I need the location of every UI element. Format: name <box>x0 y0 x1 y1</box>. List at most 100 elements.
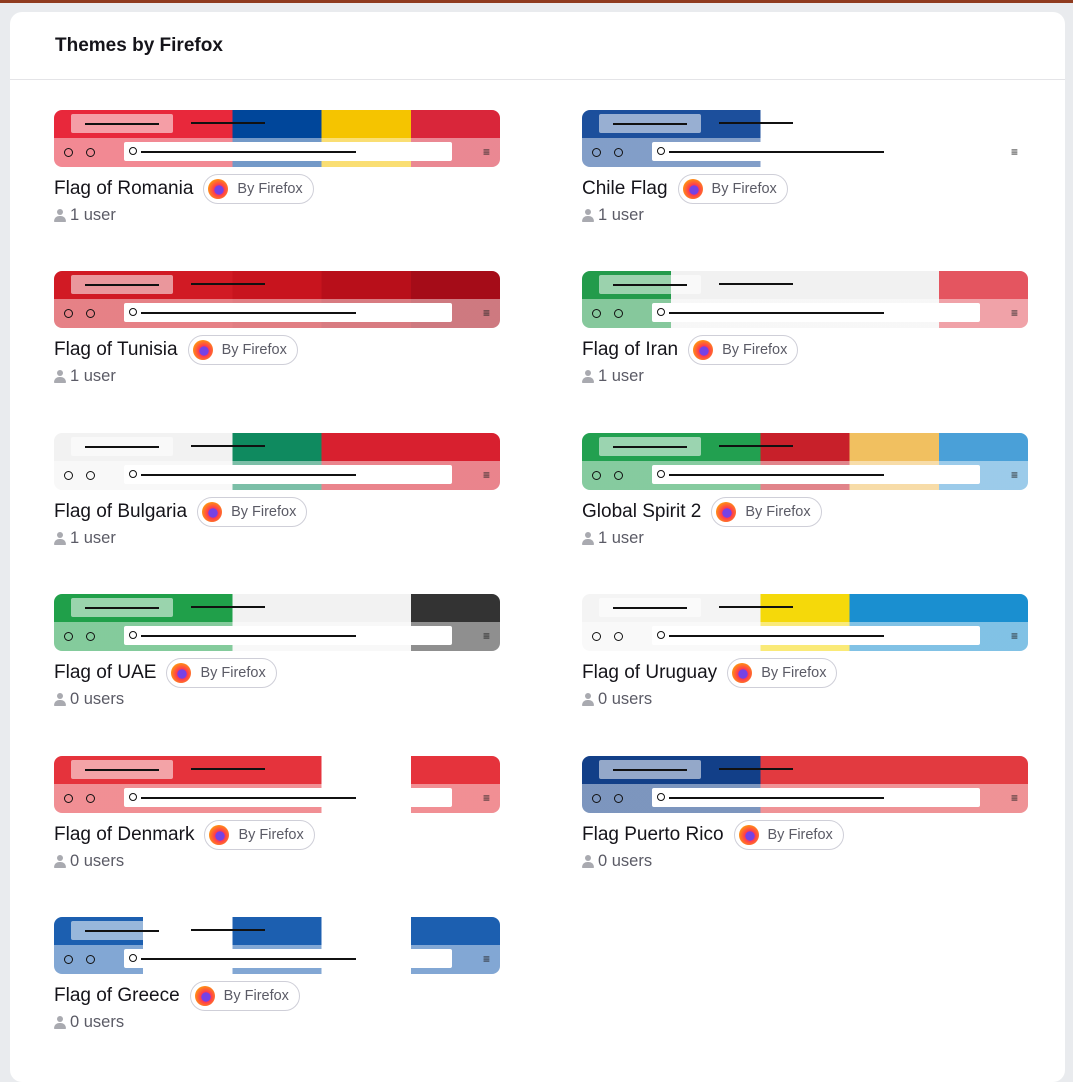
by-firefox-badge: By Firefox <box>727 658 838 689</box>
hamburger-menu-icon: ≡ <box>482 629 490 644</box>
theme-name[interactable]: Flag of Greece <box>54 985 180 1006</box>
user-icon <box>582 693 594 707</box>
preview-url-bar <box>652 303 980 323</box>
hamburger-menu-icon: ≡ <box>482 790 490 805</box>
preview-tab-line <box>719 606 793 609</box>
preview-tab-line <box>191 767 265 770</box>
theme-preview[interactable]: ≡ <box>54 271 500 329</box>
user-icon <box>54 693 66 707</box>
theme-name[interactable]: Flag of UAE <box>54 662 157 684</box>
preview-tab <box>71 759 173 779</box>
badge-label: By Firefox <box>767 826 833 843</box>
preview-tab <box>71 436 173 456</box>
back-circle-icon <box>592 148 601 157</box>
theme-preview[interactable]: ≡ <box>582 594 1028 652</box>
user-count-text: 1 user <box>598 367 644 386</box>
theme-item[interactable]: ≡ Chile Flag By Firefox 1 user <box>582 110 1028 225</box>
theme-preview[interactable]: ≡ <box>54 917 500 974</box>
theme-preview[interactable]: ≡ <box>582 755 1028 813</box>
by-firefox-badge: By Firefox <box>203 174 314 204</box>
hamburger-menu-icon: ≡ <box>1010 145 1018 159</box>
by-firefox-badge: By Firefox <box>197 496 308 527</box>
forward-circle-icon <box>614 148 623 157</box>
theme-preview[interactable]: ≡ <box>54 432 500 490</box>
firefox-logo-icon <box>682 179 703 199</box>
theme-preview[interactable]: ≡ <box>54 594 500 652</box>
user-icon <box>54 854 66 868</box>
preview-url-bar <box>124 303 452 323</box>
preview-tab <box>599 114 701 133</box>
theme-name[interactable]: Flag of Bulgaria <box>54 500 188 522</box>
preview-tab <box>599 436 701 456</box>
user-icon <box>582 209 594 222</box>
preview-tab <box>71 921 173 940</box>
forward-circle-icon <box>86 148 95 157</box>
preview-tab-line <box>719 122 793 124</box>
theme-item[interactable]: ≡ Flag Puerto Rico By Firefox 0 users <box>582 755 1028 871</box>
hamburger-menu-icon: ≡ <box>1010 629 1018 644</box>
hamburger-menu-icon: ≡ <box>482 145 490 159</box>
badge-label: By Firefox <box>200 665 266 682</box>
badge-label: By Firefox <box>711 181 777 197</box>
theme-name[interactable]: Flag of Iran <box>582 339 679 361</box>
theme-item[interactable]: ≡ Flag of Uruguay By Firefox 0 users <box>582 594 1028 709</box>
back-circle-icon <box>592 632 601 642</box>
user-count: 1 user <box>582 206 1028 225</box>
user-count-text: 1 user <box>598 206 644 224</box>
firefox-logo-icon <box>716 501 737 522</box>
theme-item[interactable]: ≡ Flag of Tunisia By Firefox 1 user <box>54 271 500 386</box>
theme-preview[interactable]: ≡ <box>54 755 500 813</box>
user-icon <box>54 531 66 545</box>
theme-preview[interactable]: ≡ <box>582 110 1028 167</box>
theme-name[interactable]: Flag of Romania <box>54 178 194 199</box>
hamburger-menu-icon: ≡ <box>482 306 490 321</box>
badge-label: By Firefox <box>223 988 289 1004</box>
preview-tab-line <box>191 122 265 124</box>
theme-item[interactable]: ≡ Flag of Denmark By Firefox 0 users <box>54 755 500 871</box>
user-icon <box>582 370 594 384</box>
theme-name[interactable]: Flag of Tunisia <box>54 339 178 361</box>
preview-url-bar <box>124 787 452 807</box>
back-circle-icon <box>64 470 73 480</box>
back-circle-icon <box>592 470 601 480</box>
user-count: 1 user <box>54 529 500 548</box>
firefox-logo-icon <box>194 986 215 1006</box>
preview-tab-line <box>191 929 265 931</box>
forward-circle-icon <box>86 632 95 642</box>
theme-item[interactable]: ≡ Global Spirit 2 By Firefox 1 user <box>582 432 1028 548</box>
forward-circle-icon <box>614 793 623 803</box>
preview-url-bar <box>652 626 980 646</box>
user-count-text: 0 users <box>598 851 653 870</box>
theme-name[interactable]: Flag of Denmark <box>54 823 195 845</box>
theme-item[interactable]: ≡ Flag of Romania By Firefox 1 user <box>54 110 500 225</box>
theme-name[interactable]: Flag of Uruguay <box>582 662 718 684</box>
user-count: 1 user <box>582 367 1028 386</box>
theme-item[interactable]: ≡ Flag of UAE By Firefox 0 users <box>54 594 500 709</box>
page-title: Themes by Firefox <box>55 34 223 56</box>
theme-item[interactable]: ≡ Flag of Iran By Firefox 1 user <box>582 271 1028 386</box>
theme-name[interactable]: Chile Flag <box>582 178 668 199</box>
forward-circle-icon <box>86 793 95 803</box>
theme-preview[interactable]: ≡ <box>54 110 500 167</box>
back-circle-icon <box>64 955 73 964</box>
preview-url-bar <box>124 142 452 161</box>
by-firefox-badge: By Firefox <box>187 335 298 366</box>
forward-circle-icon <box>86 309 95 319</box>
user-count: 1 user <box>54 367 500 386</box>
user-count: 1 user <box>582 529 1028 548</box>
theme-preview[interactable]: ≡ <box>582 432 1028 490</box>
forward-circle-icon <box>614 470 623 480</box>
user-count: 0 users <box>54 1013 500 1032</box>
theme-name[interactable]: Global Spirit 2 <box>582 500 702 522</box>
by-firefox-badge: By Firefox <box>733 819 844 850</box>
theme-item[interactable]: ≡ Flag of Bulgaria By Firefox 1 user <box>54 432 500 548</box>
theme-preview[interactable]: ≡ <box>582 271 1028 329</box>
theme-name[interactable]: Flag Puerto Rico <box>582 823 724 845</box>
preview-tab <box>71 114 173 133</box>
preview-tab-line <box>719 283 793 286</box>
preview-url-bar <box>652 464 980 484</box>
theme-item[interactable]: ≡ Flag of Greece By Firefox 0 users <box>54 917 500 1032</box>
firefox-logo-icon <box>738 824 759 845</box>
by-firefox-badge: By Firefox <box>189 981 300 1011</box>
firefox-logo-icon <box>208 179 229 199</box>
